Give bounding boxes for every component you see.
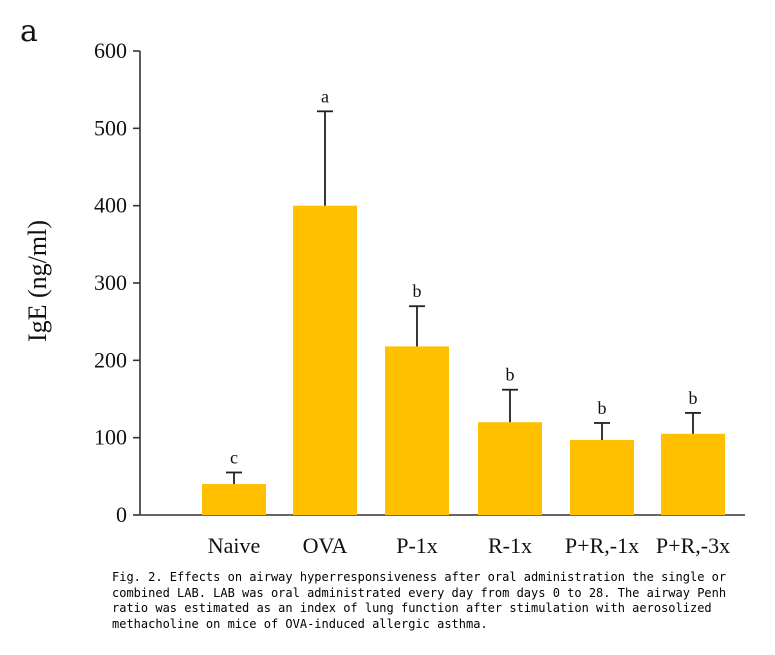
bar xyxy=(202,484,266,515)
y-tick-label: 0 xyxy=(116,502,127,527)
bar-chart: 0 100 200 300 400 500 600 IgE (ng/ml) c Naive a OVA… xyxy=(23,38,745,558)
significance-label: b xyxy=(413,281,422,301)
y-tick-label: 100 xyxy=(94,425,127,450)
x-tick-label: P-1x xyxy=(396,533,438,558)
figure-caption: Fig. 2. Effects on airway hyperresponsiv… xyxy=(112,570,727,631)
significance-label: a xyxy=(321,86,329,106)
y-tick-label: 200 xyxy=(94,347,127,372)
x-tick-label: P+R,-3x xyxy=(656,533,730,558)
y-tick-label: 300 xyxy=(94,270,127,295)
significance-label: c xyxy=(230,447,238,467)
y-tick-label: 500 xyxy=(94,115,127,140)
significance-label: b xyxy=(689,388,698,408)
bars-group xyxy=(202,110,725,515)
significance-label: b xyxy=(598,398,607,418)
x-tick-label: P+R,-1x xyxy=(565,533,639,558)
x-tick-label: Naive xyxy=(208,533,261,558)
labels-group: 0 100 200 300 400 500 600 IgE (ng/ml) c Naive a OVA… xyxy=(23,38,730,558)
x-tick-label: R-1x xyxy=(488,533,532,558)
y-tick-label: 600 xyxy=(94,38,127,63)
bar xyxy=(570,439,634,515)
y-tick-label: 400 xyxy=(94,193,127,218)
y-axis-title: IgE (ng/ml) xyxy=(23,220,52,342)
panel-label: a xyxy=(20,14,38,49)
bar xyxy=(385,346,449,515)
bar xyxy=(478,422,542,515)
x-tick-label: OVA xyxy=(303,533,348,558)
bar xyxy=(661,433,725,515)
bar xyxy=(293,205,357,515)
significance-label: b xyxy=(506,365,515,385)
